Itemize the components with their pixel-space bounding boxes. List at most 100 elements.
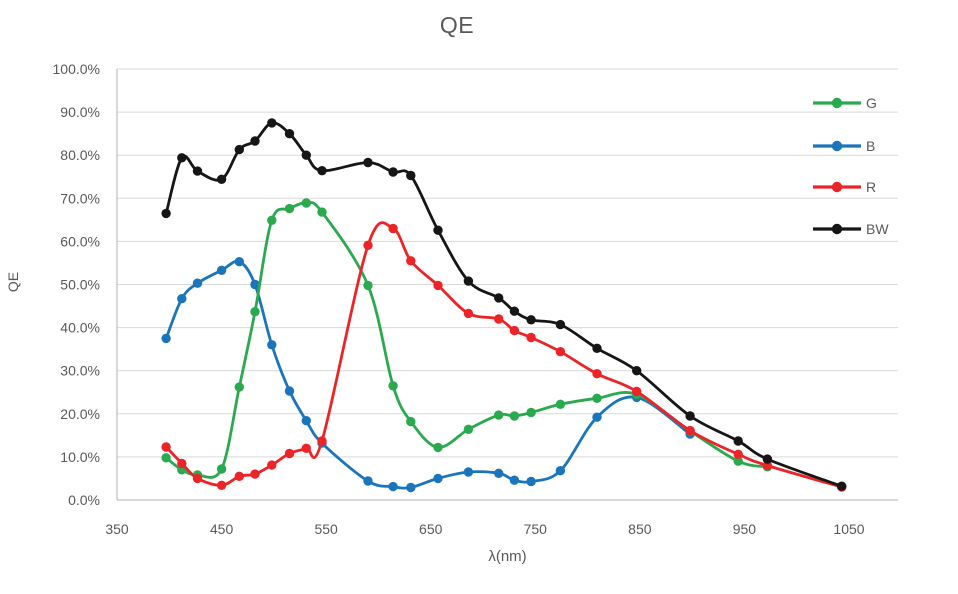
series-R-marker (494, 314, 504, 324)
x-tick-label: 450 (210, 521, 234, 537)
series-BW-marker (555, 319, 566, 330)
series-R-marker (685, 425, 695, 436)
series-G-marker (250, 307, 260, 317)
legend-label: R (866, 179, 876, 195)
series-G-marker (406, 416, 416, 427)
series-BW-marker (463, 276, 474, 286)
series-B-marker (388, 481, 398, 492)
series-BW-marker (284, 129, 295, 139)
series-BW-marker (837, 481, 847, 491)
series-B-marker (526, 476, 536, 487)
series-B-marker (592, 412, 602, 422)
tick-labels: 0.0% 10.0% 20.0% 30.0% 40.0% 50.0% 60.0% 70.0% 8… (53, 61, 865, 537)
series-BW-marker (161, 208, 171, 219)
series-B-marker (234, 257, 244, 267)
x-tick-label: 1050 (833, 521, 864, 537)
series-BW-marker (267, 118, 277, 128)
series-B-marker (161, 333, 171, 344)
series-G-marker (234, 382, 244, 392)
series-R-marker (363, 240, 373, 250)
y-tick-label: 40.0% (60, 320, 100, 336)
series-BW-marker (632, 366, 642, 376)
series-G-marker (216, 464, 227, 474)
series-B-line (164, 259, 692, 490)
series-G-marker (526, 407, 536, 418)
series-BW-marker (192, 166, 203, 176)
series-R-marker (161, 442, 171, 452)
series-BW-marker (234, 144, 244, 155)
series-R-marker (592, 369, 602, 379)
series-G-marker (733, 456, 743, 466)
x-tick-label: 650 (419, 521, 443, 537)
series-R-marker (284, 448, 295, 459)
series-BW-marker (363, 157, 373, 168)
series-BW-marker (216, 174, 227, 184)
series-B-marker (177, 294, 187, 304)
x-tick-label: 750 (524, 521, 548, 537)
series-BW-marker (494, 293, 504, 303)
series-R-marker (192, 473, 203, 484)
series-B-marker (363, 476, 373, 486)
legend-item-BW[interactable]: BW (813, 221, 889, 237)
series-G-marker (161, 453, 171, 463)
series-G-marker (433, 442, 443, 453)
legend-marker-icon (831, 140, 843, 152)
series-R-marker (267, 460, 277, 470)
x-tick-label: 950 (733, 521, 757, 537)
series-B-marker (433, 473, 443, 484)
series-B-marker (267, 340, 277, 350)
y-tick-label: 30.0% (60, 363, 100, 379)
series-BW-marker (685, 411, 695, 421)
y-tick-label: 10.0% (60, 449, 100, 465)
series-G-marker (284, 203, 295, 214)
series-G-marker (555, 399, 566, 409)
y-tick-label: 100.0% (53, 61, 100, 77)
legend-label: BW (866, 221, 889, 237)
series-BW-marker (526, 315, 536, 325)
series-R-marker (317, 436, 327, 446)
y-tick-label: 60.0% (60, 233, 100, 249)
x-tick-label: 550 (314, 521, 338, 537)
series-R-marker (234, 471, 244, 481)
series-R-marker (733, 449, 743, 459)
series-BW-marker (509, 306, 520, 316)
series-B-marker (406, 482, 416, 493)
series-BW-marker (433, 225, 443, 235)
series-R-marker (463, 308, 474, 319)
x-axis-title: λ(nm) (488, 548, 527, 565)
series-B-marker (555, 466, 566, 476)
series-B-marker (494, 468, 504, 478)
series-BW-marker (762, 454, 773, 464)
series-G-marker (592, 393, 602, 403)
series-B-marker (250, 279, 260, 290)
series-G-marker (301, 198, 311, 208)
series-B-marker (192, 278, 203, 288)
series-R-marker (433, 280, 443, 291)
series-G-marker (463, 424, 474, 434)
series-R-marker (509, 325, 520, 336)
legend-item-G[interactable]: G (813, 95, 877, 111)
x-tick-label: 850 (628, 521, 652, 537)
series-R-marker (632, 386, 642, 397)
y-tick-label: 50.0% (60, 277, 100, 293)
series-B-marker (284, 386, 295, 396)
series-G-marker (317, 207, 327, 217)
series-BW-line (164, 121, 844, 488)
legend-item-B[interactable]: B (813, 138, 875, 154)
series-R-marker (301, 443, 311, 453)
series-R-marker (177, 458, 187, 469)
y-tick-label: 80.0% (60, 147, 100, 163)
series-BW-marker (317, 166, 327, 176)
series-R-marker (250, 469, 260, 479)
series-G (161, 198, 773, 480)
legend-item-R[interactable]: R (813, 179, 876, 195)
series-BW (161, 118, 847, 491)
series-R-marker (216, 480, 227, 490)
chart-title: QE (439, 12, 475, 38)
series-B-marker (509, 475, 520, 485)
y-tick-label: 90.0% (60, 104, 100, 120)
series-BW-marker (733, 436, 743, 446)
series-G-marker (494, 410, 504, 420)
